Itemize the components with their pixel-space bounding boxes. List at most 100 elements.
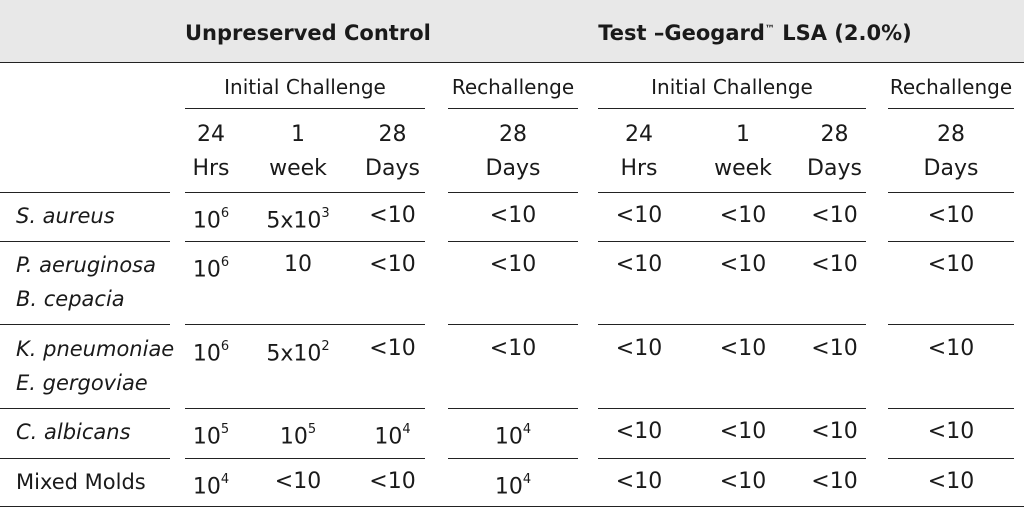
count-cell: 104 [448,465,578,504]
count-exponent: 4 [522,472,532,487]
organism-label: K. pneumoniae E. gergoviae [16,332,181,400]
test-title-suffix: LSA (2.0%) [774,21,912,45]
count-cell: <10 [803,465,866,499]
organism-label: C. albicans [16,415,181,449]
count-value: <10 [489,336,537,361]
organism-name: K. pneumoniae [16,337,175,361]
count-exponent: 4 [402,422,411,437]
tp-control-24hrs: 24 Hrs [185,118,237,186]
tp-test-1week: 1 week [702,118,784,186]
row-rule [448,458,578,459]
tp-top: 24 [197,122,225,147]
tp-test-rechallenge-28days: 28 Days [888,118,1014,186]
count-exponent: 4 [522,422,532,437]
count-cell: <10 [803,332,866,366]
tp-top: 1 [291,122,305,147]
row-rule [888,324,1014,325]
count-value: <10 [369,252,416,277]
count-value: <10 [719,419,767,444]
count-value: 5x10 [266,341,322,367]
count-value: <10 [811,419,858,444]
count-value: <10 [927,252,975,277]
organism-name: C. albicans [16,420,131,444]
test-rechallenge-rule [888,108,1014,109]
count-cell: 104 [448,415,578,454]
count-cell: 104 [360,415,425,454]
row-rule [888,241,1014,242]
count-cell: <10 [702,415,784,449]
row-rule [598,408,866,409]
count-cell: <10 [598,199,680,233]
count-cell: <10 [888,332,1014,366]
count-cell: <10 [888,465,1014,499]
count-cell: <10 [598,415,680,449]
count-cell: 10 [258,248,338,282]
test-initial-label: Initial Challenge [651,75,813,99]
organism-name: B. cepacia [16,287,125,311]
count-value: <10 [927,203,975,228]
count-cell: 106 [185,248,237,287]
count-exponent: 2 [321,339,330,354]
count-cell: <10 [702,199,784,233]
count-value: 10 [284,252,312,277]
count-value: <10 [927,469,975,494]
row-rule [185,324,425,325]
count-cell: <10 [803,199,866,233]
count-cell: <10 [888,248,1014,282]
count-value: <10 [927,419,975,444]
count-exponent: 6 [220,339,230,354]
count-cell: <10 [598,332,680,366]
count-cell: <10 [598,248,680,282]
row-rule [448,241,578,242]
tp-top: 28 [378,122,407,147]
bottom-rule [0,506,1024,507]
count-value: <10 [719,469,767,494]
count-cell: <10 [360,199,425,233]
row-rule [0,408,170,409]
control-rechallenge-rule [448,108,578,109]
count-value: <10 [811,469,858,494]
tp-control-1week: 1 week [258,118,338,186]
count-exponent: 6 [220,255,230,270]
count-value: <10 [489,252,537,277]
count-value: <10 [369,336,416,361]
count-value: <10 [489,203,537,228]
row-rule [0,324,170,325]
count-value: 5x10 [266,208,322,234]
count-cell: <10 [448,332,578,366]
control-initial-rule [185,108,425,109]
row-rule [888,458,1014,459]
count-value: <10 [369,469,416,494]
row-rule [0,241,170,242]
count-exponent: 5 [307,422,317,437]
row-rule [598,241,866,242]
count-cell: 5x103 [258,199,338,238]
count-cell: 105 [258,415,338,454]
count-cell: 105 [185,415,237,454]
count-cell: <10 [702,332,784,366]
row-rule [185,458,425,459]
tp-control-28days: 28 Days [360,118,425,186]
organism-name: E. gergoviae [16,371,148,395]
header-rule [0,62,1024,63]
count-cell: 104 [185,465,237,504]
tp-bottom: Days [807,156,862,181]
count-value: 10 [374,424,403,450]
row-rule [598,458,866,459]
organism-name: S. aureus [16,204,115,228]
row-rule [185,192,425,193]
count-value: <10 [811,203,858,228]
tp-top: 28 [499,122,527,147]
tp-bottom: Days [365,156,420,181]
control-rechallenge-label: Rechallenge [451,75,575,99]
count-cell: 106 [185,332,237,371]
count-value: <10 [615,252,663,277]
row-rule [448,408,578,409]
row-rule [598,192,866,193]
header-band [0,0,1024,62]
count-cell: <10 [448,199,578,233]
count-value: 10 [279,424,308,450]
count-value: 10 [192,341,221,367]
count-value: <10 [615,336,663,361]
